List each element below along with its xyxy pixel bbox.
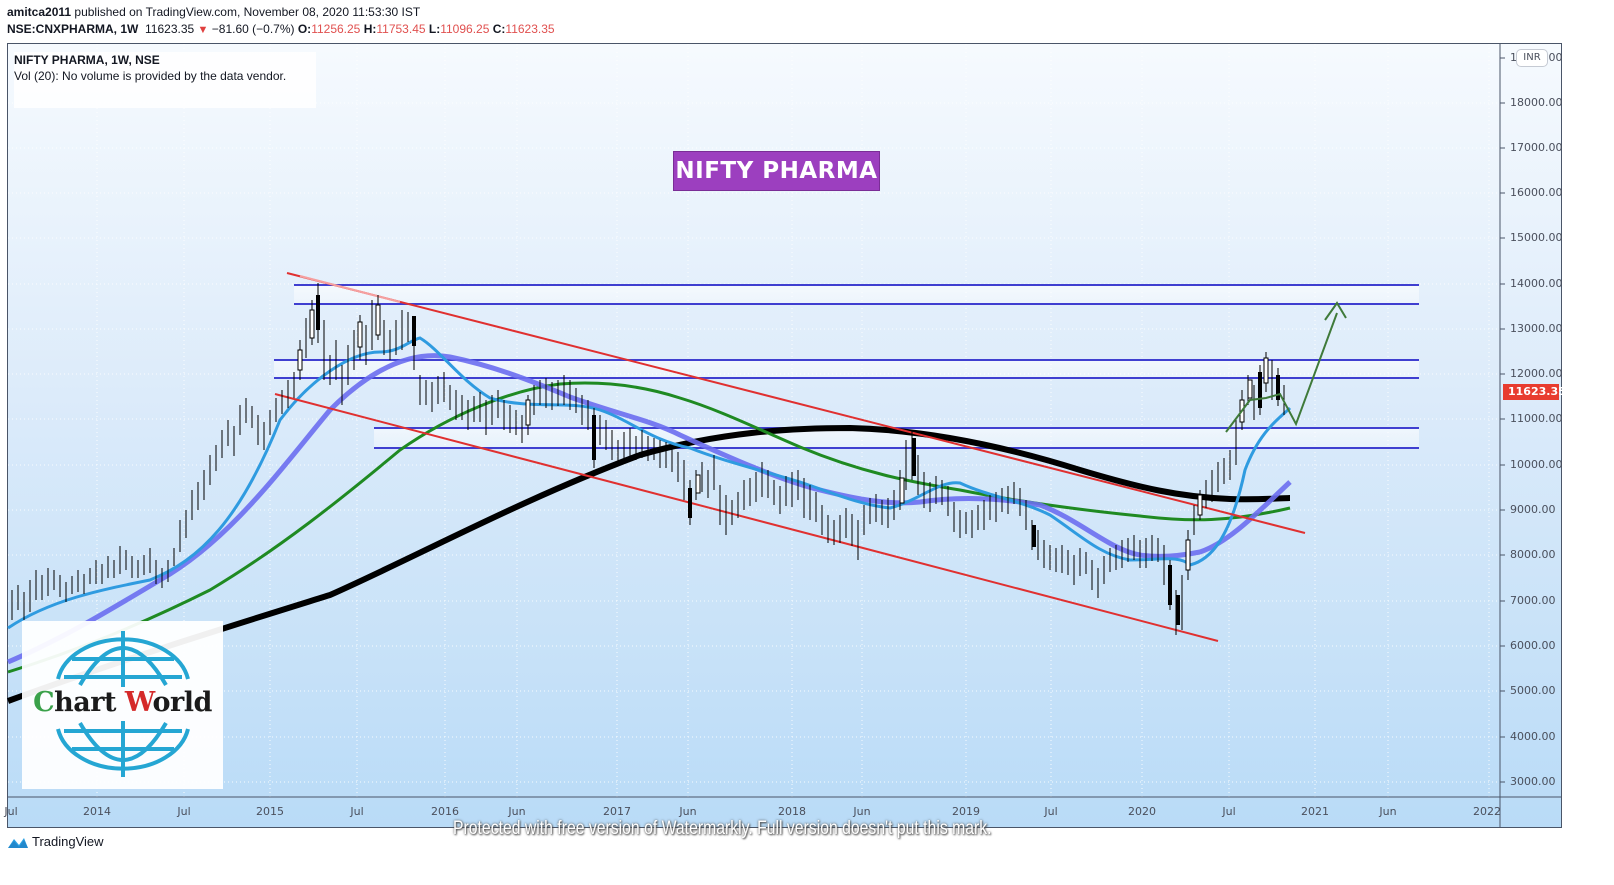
chart-title-badge[interactable]: NIFTY PHARMA bbox=[673, 151, 880, 191]
chart-world-logo: Chart World bbox=[22, 621, 223, 789]
time-label: 2021 bbox=[1301, 805, 1329, 818]
time-label: 2015 bbox=[256, 805, 284, 818]
published-text: published on TradingView.com, November 0… bbox=[74, 5, 421, 19]
price-label: 4000.00 bbox=[1510, 730, 1556, 743]
currency-button[interactable]: INR bbox=[1516, 49, 1548, 67]
time-label: Jun bbox=[508, 805, 526, 818]
price-label: 15000.00 bbox=[1510, 231, 1563, 244]
time-label: Jul bbox=[350, 805, 364, 818]
close-value: 11623.35 bbox=[505, 22, 555, 36]
candlesticks bbox=[11, 283, 1285, 635]
candle-bodies bbox=[297, 304, 1269, 571]
time-label: 2022 bbox=[1473, 805, 1501, 818]
tradingview-logo-icon bbox=[8, 837, 28, 848]
price-label: 3000.00 bbox=[1510, 775, 1556, 788]
time-label: 2018 bbox=[778, 805, 806, 818]
publish-info: amitca2011 published on TradingView.com,… bbox=[7, 5, 420, 19]
time-label: Jul bbox=[1222, 805, 1236, 818]
price-label: 5000.00 bbox=[1510, 684, 1556, 697]
low-value: 11096.25 bbox=[440, 22, 490, 36]
projection-arrow[interactable] bbox=[1225, 301, 1347, 433]
ma-longest-black bbox=[6, 424, 1291, 704]
ma-slow-green bbox=[7, 381, 1291, 674]
price-label: 13000.00 bbox=[1510, 322, 1563, 335]
trend-channel[interactable] bbox=[274, 272, 1306, 642]
tradingview-brand[interactable]: TradingView bbox=[7, 834, 104, 849]
symbol-name: NSE:CNXPHARMA, 1W bbox=[7, 22, 139, 36]
high-label: H: bbox=[363, 22, 377, 36]
globe-icon bbox=[56, 631, 190, 777]
ma-fast-blue bbox=[7, 336, 1292, 630]
time-label: Jun bbox=[853, 805, 871, 818]
high-value: 11753.45 bbox=[376, 22, 426, 36]
publisher-name[interactable]: amitca2011 bbox=[7, 5, 72, 19]
time-label: 2016 bbox=[431, 805, 459, 818]
time-label: 2014 bbox=[83, 805, 111, 818]
tradingview-label: TradingView bbox=[32, 834, 104, 849]
time-label: Jul bbox=[1044, 805, 1058, 818]
last-price: 11623.35 bbox=[145, 22, 195, 36]
time-label: 2020 bbox=[1128, 805, 1156, 818]
grid bbox=[8, 44, 1500, 800]
time-label: Jul bbox=[4, 805, 18, 818]
down-triangle-icon: ▼ bbox=[197, 24, 209, 36]
price-label: 6000.00 bbox=[1510, 639, 1556, 652]
open-label: O: bbox=[297, 22, 312, 36]
last-price-tag: 11623.35 bbox=[1503, 384, 1566, 400]
price-label: 11000.00 bbox=[1510, 412, 1563, 425]
legend-title: NIFTY PHARMA, 1W, NSE bbox=[14, 53, 160, 67]
time-label: Jun bbox=[1379, 805, 1397, 818]
chart-legend: NIFTY PHARMA, 1W, NSE Vol (20): No volum… bbox=[14, 52, 316, 108]
price-label: 18000.00 bbox=[1510, 96, 1563, 109]
price-label: 10000.00 bbox=[1510, 458, 1563, 471]
price-label: 16000.00 bbox=[1510, 186, 1563, 199]
open-value: 11256.25 bbox=[311, 22, 361, 36]
price-label: 9000.00 bbox=[1510, 503, 1556, 516]
close-label: C: bbox=[492, 22, 506, 36]
symbol-info-bar: NSE:CNXPHARMA, 1W 11623.35 ▼ −81.60 (−0.… bbox=[7, 22, 555, 36]
low-label: L: bbox=[428, 22, 441, 36]
time-label: Jul bbox=[177, 805, 191, 818]
price-label: 12000.00 bbox=[1510, 367, 1563, 380]
chart-frame[interactable] bbox=[7, 43, 1562, 828]
price-label: 7000.00 bbox=[1510, 594, 1556, 607]
price-axis-ticks bbox=[1500, 57, 1505, 783]
time-label: 2019 bbox=[952, 805, 980, 818]
support-resistance-zones[interactable] bbox=[274, 284, 1419, 449]
price-label: 8000.00 bbox=[1510, 548, 1556, 561]
price-label: 17000.00 bbox=[1510, 141, 1563, 154]
time-label: 2017 bbox=[603, 805, 631, 818]
trend-highlight bbox=[299, 275, 401, 303]
price-label: 14000.00 bbox=[1510, 277, 1563, 290]
watermark-text: Protected with free version of Watermark… bbox=[453, 818, 992, 839]
time-label: Jun bbox=[679, 805, 697, 818]
candle-bodies-filled bbox=[316, 295, 1280, 625]
price-change: −81.60 (−0.7%) bbox=[211, 22, 295, 36]
chart-world-text: Chart World bbox=[33, 687, 212, 718]
volume-note: Vol (20): No volume is provided by the d… bbox=[14, 69, 287, 83]
